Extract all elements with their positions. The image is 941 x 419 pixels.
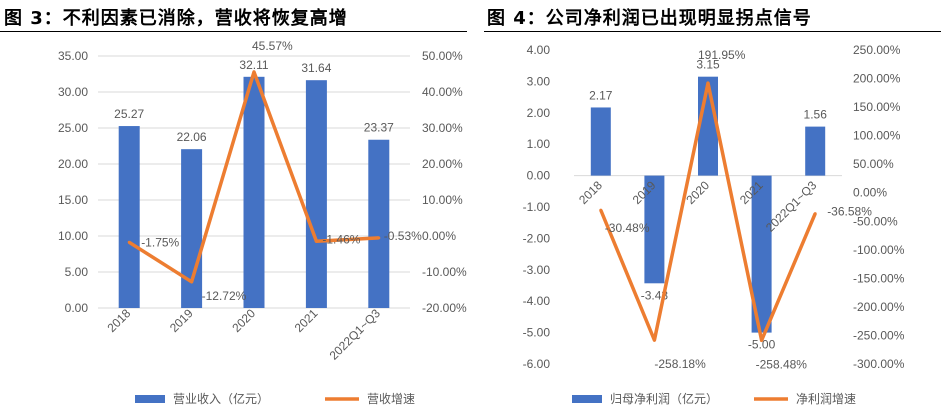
legend-bar-label: 归母净利润（亿元） [610, 391, 718, 406]
bar [305, 80, 327, 308]
y-right-tick-label: -200.00% [853, 300, 905, 314]
y-right-tick-label: -100.00% [853, 243, 905, 257]
bar [805, 126, 826, 176]
x-category-label: 2021 [292, 306, 321, 335]
bar-value-label: 1.56 [804, 108, 828, 122]
bar-value-label: 2.17 [589, 88, 613, 102]
y-left-tick-label: 2.00 [527, 106, 551, 120]
line-value-label: -30.48% [605, 221, 650, 235]
figure-3-title: 图 3：不利因素已消除，营收将恢复高增 [4, 8, 348, 29]
growth-point [706, 81, 710, 85]
bar [644, 175, 665, 284]
y-right-tick-label: -300.00% [853, 357, 905, 371]
bar-value-label: 23.37 [364, 121, 394, 135]
y-right-tick-label: 20.00% [422, 157, 463, 171]
growth-point [377, 236, 381, 240]
growth-point [813, 212, 817, 216]
y-right-tick-label: 0.00% [422, 229, 456, 243]
y-left-tick-label: -4.00 [523, 294, 551, 308]
line-value-label: -36.58% [827, 205, 872, 219]
x-category-label: 2019 [167, 306, 196, 335]
bar [181, 149, 203, 308]
growth-point [252, 70, 256, 74]
y-left-tick-label: 10.00 [58, 229, 88, 243]
y-left-tick-label: 30.00 [58, 85, 88, 99]
y-left-tick-label: 4.00 [527, 43, 551, 57]
y-right-tick-label: 50.00% [853, 157, 894, 171]
figure-4-title: 图 4：公司净利润已出现明显拐点信号 [487, 8, 812, 29]
y-left-tick-label: 3.00 [527, 74, 551, 88]
legend-line-label: 营收增速 [367, 392, 415, 406]
growth-point [760, 338, 764, 342]
y-right-tick-label: 100.00% [853, 129, 901, 143]
legend-line-label: 净利润增速 [796, 392, 856, 406]
bar [368, 139, 390, 308]
x-category-label: 2018 [105, 306, 134, 335]
figure-4-title-rule [484, 31, 941, 32]
line-value-label: 191.95% [698, 48, 746, 62]
y-right-tick-label: 10.00% [422, 193, 463, 207]
y-left-tick-label: 35.00 [58, 49, 88, 63]
x-category-label: 2018 [576, 178, 605, 207]
bar-value-label: 22.06 [177, 130, 207, 144]
bar-value-label: -5.00 [748, 338, 776, 352]
y-right-tick-label: 150.00% [853, 100, 901, 114]
line-value-label: -258.48% [756, 357, 808, 371]
growth-point [314, 239, 318, 243]
revenue-chart: 0.00 5.00 10.00 15.00 20.00 25.00 30.00 35.00 -2… [58, 39, 467, 406]
y-left-tick-label: -6.00 [523, 357, 551, 371]
y-left-tick-label: 1.00 [527, 137, 551, 151]
y-right-tick-label: 50.00% [422, 49, 463, 63]
bar-value-label: 3.15 [696, 58, 720, 72]
y-right-tick-label: -10.00% [422, 265, 467, 279]
y-left-tick-label: -5.00 [523, 326, 551, 340]
y-left-tick-label: 0.00 [65, 301, 89, 315]
line-value-label: -1.46% [322, 232, 360, 246]
y-left-tick-label: -1.00 [523, 200, 551, 214]
legend-bar-swatch [135, 395, 165, 403]
y-right-tick-label: -50.00% [853, 214, 898, 228]
bar [590, 107, 611, 176]
y-left-tick-label: -3.00 [523, 263, 551, 277]
y-left-tick-label: 0.00 [527, 169, 551, 183]
y-right-tick-label: -20.00% [422, 301, 467, 315]
y-right-tick-label: -250.00% [853, 328, 905, 342]
y-right-tick-label: 250.00% [853, 43, 901, 57]
growth-point [599, 208, 603, 212]
y-right-tick-label: -150.00% [853, 271, 905, 285]
line-value-label: -258.18% [654, 357, 706, 371]
bar [751, 175, 772, 333]
growth-point [127, 240, 131, 244]
bar-value-label: 32.11 [239, 58, 268, 72]
net-profit-chart: -6.00 -5.00 -4.00 -3.00 -2.00 -1.00 0.00 1.00 2.… [523, 43, 905, 406]
y-right-tick-label: 0.00% [853, 186, 887, 200]
y-left-tick-label: -2.00 [523, 231, 551, 245]
y-right-tick-label: 200.00% [853, 72, 901, 86]
line-value-label: -12.72% [202, 289, 247, 303]
line-value-label: -1.75% [141, 235, 179, 249]
growth-point [190, 280, 194, 284]
y-left-tick-label: 5.00 [65, 265, 89, 279]
bar-value-label: 25.27 [114, 107, 144, 121]
bar-value-label: 31.64 [301, 61, 331, 75]
bar [118, 126, 140, 308]
line-value-label: -0.53% [384, 229, 422, 243]
growth-point [652, 338, 656, 342]
x-category-label: 2022Q1~Q3 [327, 306, 384, 363]
y-left-tick-label: 25.00 [58, 121, 88, 135]
x-category-label: 2020 [229, 306, 258, 335]
line-value-label: 45.57% [252, 39, 293, 53]
legend-bar-label: 营业收入（亿元） [173, 391, 269, 406]
y-right-tick-label: 40.00% [422, 85, 463, 99]
y-left-tick-label: 20.00 [58, 157, 88, 171]
legend-bar-swatch [572, 395, 602, 403]
y-left-tick-label: 15.00 [58, 193, 88, 207]
figure-3-title-rule [0, 31, 467, 32]
y-right-tick-label: 30.00% [422, 121, 463, 135]
bar [243, 76, 265, 308]
